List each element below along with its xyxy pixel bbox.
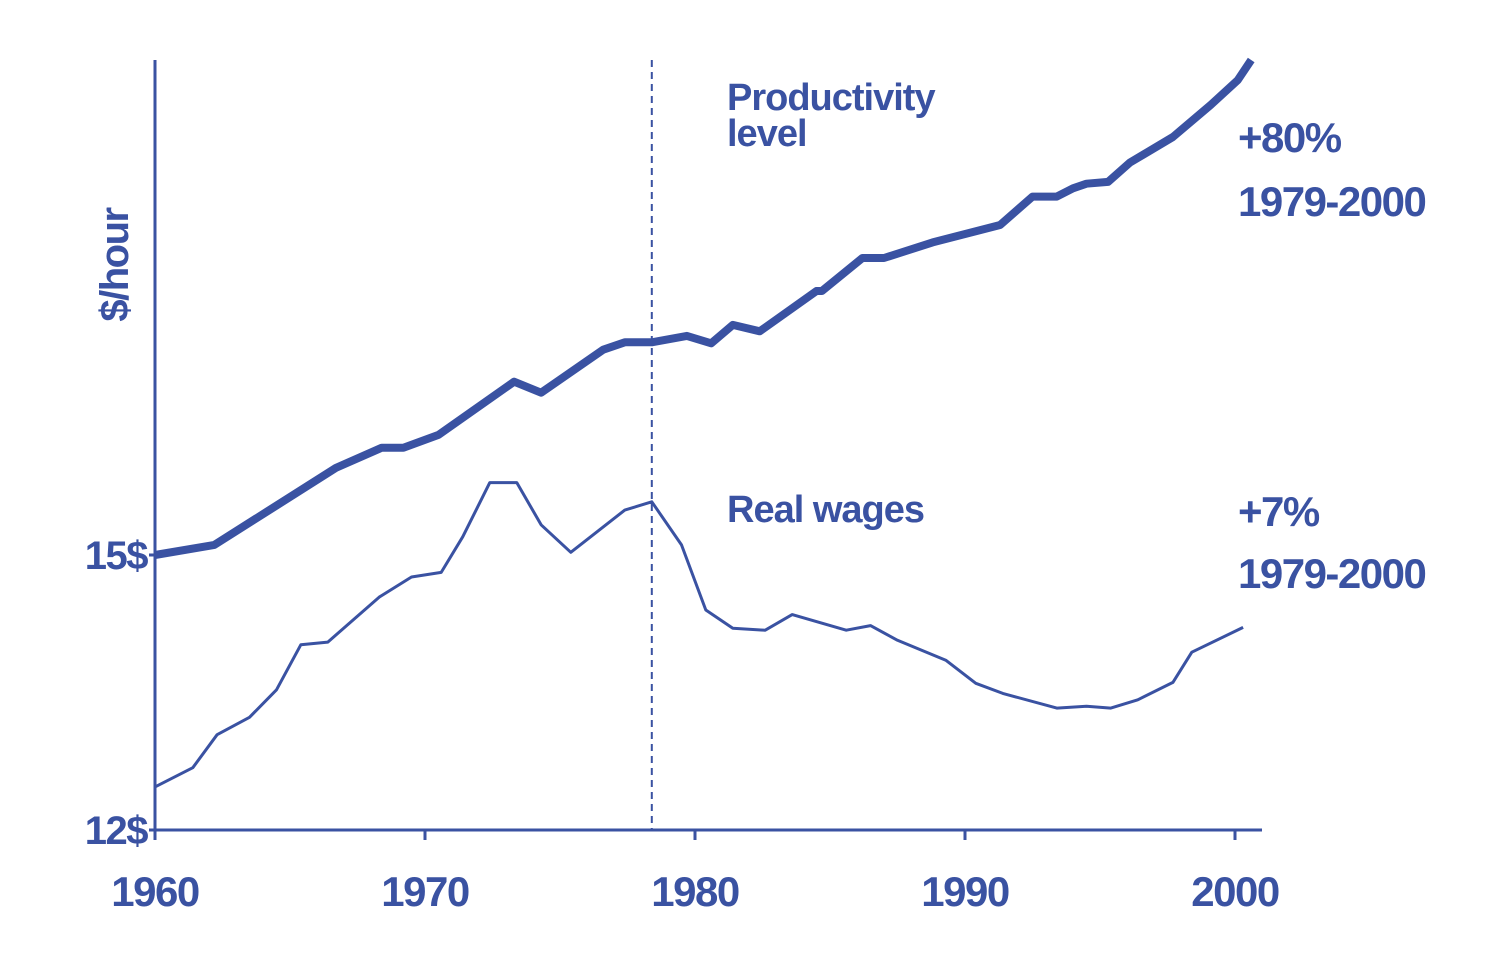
series-line <box>154 481 1244 789</box>
x-tick-label: 2000 <box>1191 868 1279 915</box>
x-tick-label: 1960 <box>111 868 199 915</box>
x-tick-label: 1970 <box>381 868 469 915</box>
series-label: Real wages <box>727 489 925 531</box>
x-tick-label: 1990 <box>921 868 1009 915</box>
series-label: Productivity level <box>727 77 936 155</box>
y-tick-label: 12$ <box>85 809 148 853</box>
annotation: +7% <box>1238 488 1320 535</box>
annotation: +80% <box>1238 114 1342 161</box>
y-axis-label: $/hour <box>93 207 137 321</box>
y-tick-label: 15$ <box>85 534 148 578</box>
series-line <box>154 57 1255 559</box>
annotation: 1979-2000 <box>1238 178 1425 225</box>
x-tick-label: 1980 <box>651 868 739 915</box>
annotation: 1979-2000 <box>1238 550 1425 597</box>
